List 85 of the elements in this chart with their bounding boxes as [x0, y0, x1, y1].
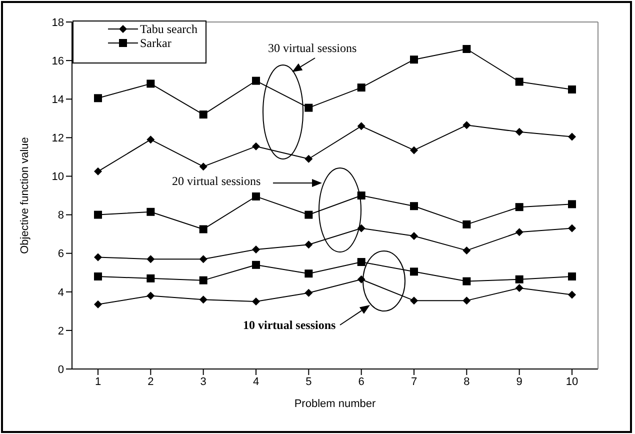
point	[252, 260, 260, 269]
x-tick-label: 9	[516, 376, 522, 388]
point	[94, 253, 102, 262]
x-tick-label: 4	[252, 376, 260, 388]
point	[568, 200, 576, 208]
annotation: 10 virtual sessions	[243, 318, 336, 332]
y-tick-label: 12	[52, 132, 64, 145]
point	[462, 296, 471, 305]
y-tick-label: 18	[52, 16, 64, 29]
point	[410, 146, 418, 154]
point	[357, 84, 366, 92]
point	[410, 56, 418, 64]
point	[199, 296, 208, 304]
point	[462, 44, 471, 53]
y-tick-label: 16	[52, 55, 64, 68]
y-axis-title: Objective function value	[18, 137, 31, 254]
point	[462, 277, 471, 286]
point	[252, 298, 260, 306]
x-axis-title: Problem number	[294, 398, 376, 410]
point	[146, 80, 155, 88]
point	[515, 284, 524, 292]
y-tick-label: 0	[58, 364, 64, 376]
point	[568, 224, 576, 232]
legend-label: Sarkar	[140, 36, 172, 50]
point	[146, 255, 155, 264]
point	[357, 122, 366, 130]
point	[94, 167, 102, 176]
x-tick-label: 2	[148, 376, 154, 388]
point	[515, 275, 524, 284]
point	[462, 246, 471, 254]
point	[94, 272, 102, 280]
point	[304, 154, 313, 163]
point	[462, 121, 471, 130]
x-tick-label: 5	[306, 376, 312, 388]
point	[515, 128, 524, 136]
point	[304, 104, 313, 112]
point	[94, 94, 102, 102]
x-tick-label: 3	[200, 376, 206, 388]
point	[199, 110, 208, 119]
y-tick-label: 8	[58, 210, 64, 222]
point	[515, 78, 524, 86]
point	[252, 245, 260, 254]
x-tick-label: 7	[410, 376, 418, 388]
x-tick-label: 6	[358, 376, 364, 388]
point	[199, 225, 208, 234]
point	[304, 240, 313, 249]
point	[410, 202, 418, 210]
point	[304, 270, 313, 278]
point	[199, 162, 208, 171]
point	[199, 276, 208, 284]
x-tick-label: 8	[464, 376, 470, 388]
point	[146, 292, 155, 300]
y-tick-label: 4	[58, 286, 64, 299]
x-tick-label: 10	[566, 376, 578, 388]
annotation: 20 virtual sessions	[172, 174, 261, 188]
point	[252, 142, 260, 150]
point	[304, 288, 313, 297]
point	[94, 300, 102, 308]
point	[410, 268, 418, 276]
y-tick-label: 2	[58, 325, 64, 338]
y-tick-label: 6	[58, 248, 64, 260]
point	[410, 296, 418, 305]
legend-label: Tabu search	[140, 22, 198, 36]
point	[94, 210, 102, 219]
point	[515, 228, 524, 236]
point	[568, 85, 576, 94]
y-tick-label: 14	[52, 94, 64, 106]
point	[515, 203, 524, 212]
point	[252, 76, 260, 85]
point	[146, 136, 155, 144]
point	[357, 224, 366, 232]
point	[252, 192, 260, 200]
y-tick-label: 10	[52, 171, 64, 184]
point	[462, 220, 471, 228]
point	[410, 232, 418, 240]
point	[568, 132, 576, 141]
x-tick-label: 1	[94, 376, 102, 388]
annotation: 30 virtual sessions	[268, 41, 357, 55]
point	[568, 290, 576, 299]
point	[146, 274, 155, 282]
point	[304, 210, 313, 219]
point	[146, 208, 155, 216]
point	[568, 272, 576, 280]
point	[199, 255, 208, 264]
point	[357, 258, 366, 266]
